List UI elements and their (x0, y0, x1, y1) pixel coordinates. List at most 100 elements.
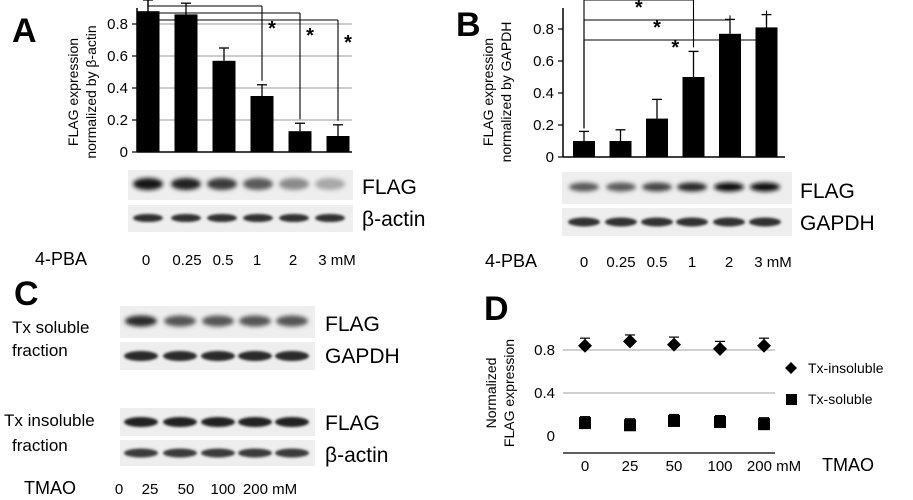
panel-c-lane-labels: 0 25 50 100 200 mM (115, 481, 297, 498)
blot-band (163, 448, 197, 458)
a-ytick-label: 0.4 (107, 80, 128, 97)
blot-band (171, 178, 201, 190)
a-bar (250, 96, 274, 152)
panel-c-blot-label-actin: β-actin (325, 444, 388, 467)
blot-band (125, 315, 157, 327)
b-ytick-label: 0 (546, 149, 554, 166)
panel-a-actin-bands (133, 214, 345, 222)
blot-band (238, 351, 272, 361)
panel-d-point-tx-insoluble (757, 338, 771, 353)
panel-c-blot-label-flag-top: FLAG (325, 313, 380, 336)
blot-band (275, 417, 309, 427)
panel-c-soluble-gapdh-bands (124, 351, 309, 361)
significance-star: * (306, 25, 314, 47)
blot-band (279, 214, 309, 222)
legend-label-tx-soluble: Tx-soluble (808, 391, 873, 407)
blot-band (124, 417, 158, 427)
blot-band (714, 182, 744, 192)
blot-band (201, 448, 235, 458)
panel-b-bars (573, 13, 778, 158)
significance-star: * (268, 18, 276, 40)
b-ytick-label: 0.2 (533, 117, 554, 134)
panel-d-points (578, 334, 771, 432)
panel-d-x-tick-label: 200 mM (747, 458, 801, 475)
panel-d-point-tx-insoluble (578, 338, 592, 353)
panel-c-soluble-label-line1: Tx soluble (12, 318, 89, 337)
panel-d-point-tx-soluble (668, 414, 680, 427)
b-ytick-label: 0.8 (533, 21, 554, 38)
panel-b-ylabel-line1: FLAG expression (480, 38, 496, 146)
panel-d-x-tick-labels: 0 25 50 100 200 mM (581, 458, 801, 475)
blot-band (201, 351, 235, 361)
b-bar (609, 141, 632, 157)
blot-band (568, 217, 600, 227)
panel-d-ylabel-line2: FLAG expression (501, 339, 517, 447)
panel-d-x-tick-label: 25 (622, 458, 639, 475)
panel-d-yticks: 0 0.4 0.8 (534, 342, 555, 445)
panel-a-blot-label-actin: β-actin (362, 208, 425, 231)
a-lane-label: 0 (142, 252, 150, 269)
panel-letter-c: C (14, 275, 39, 313)
panel-c-treatment-label: TMAO (24, 478, 76, 498)
a-lane-label: 0.5 (213, 252, 234, 269)
a-lane-label: 3 mM (318, 252, 356, 269)
a-bar (136, 11, 160, 153)
blot-band (133, 214, 163, 222)
legend-marker-tx-insoluble (785, 362, 797, 374)
blot-band (238, 448, 272, 458)
panel-b-flag-bands (569, 182, 780, 192)
b-bar (719, 33, 741, 157)
legend-marker-tx-soluble (786, 394, 797, 405)
blot-band (124, 448, 158, 458)
blot-band (163, 351, 197, 361)
significance-star: * (671, 37, 679, 59)
blot-band (243, 214, 273, 222)
blot-band (315, 178, 345, 190)
panel-a-ylabel-line1: FLAG expression (65, 38, 81, 146)
blot-band (605, 217, 637, 227)
blot-band (243, 178, 273, 190)
panel-c-insoluble-actin-bands (124, 448, 309, 458)
blot-band (713, 217, 745, 227)
a-bar (288, 131, 312, 152)
blot-band (275, 351, 309, 361)
blot-band (133, 178, 163, 190)
significance-star: * (344, 32, 352, 54)
panel-a-treatment-label: 4-PBA (35, 249, 87, 269)
b-bar (755, 27, 778, 158)
panel-c-soluble-flag-bands (125, 315, 308, 327)
b-bar (682, 77, 705, 157)
a-ytick-label: 0.2 (107, 112, 128, 129)
b-lane-label: 0.25 (606, 254, 635, 271)
b-ytick-label: 0.6 (533, 53, 554, 70)
b-bar (573, 141, 595, 157)
panel-a-yticks: 0 0.2 0.4 0.6 0.8 (107, 16, 137, 161)
panel-b-gapdh-bands (568, 217, 781, 227)
panel-b-treatment-label: 4-PBA (485, 251, 537, 271)
b-lane-label: 3 mM (754, 254, 792, 271)
panel-c-lane-label: 50 (178, 481, 195, 498)
panel-a-chart: FLAG expression normalized by β-actin 00… (35, 0, 425, 269)
panel-a-flag-bands (133, 178, 345, 190)
panel-c-blot-label-flag-bottom: FLAG (325, 412, 380, 435)
significance-star: * (635, 0, 643, 19)
a-lane-label: 2 (289, 252, 297, 269)
panel-c-insoluble-flag-bands (124, 417, 309, 427)
panel-d-ylabel-line1: Normalized (483, 358, 499, 429)
panel-letter-d: D (484, 290, 509, 328)
a-lane-label: 1 (253, 252, 261, 269)
blot-band (207, 178, 237, 190)
panel-c-blot-label-gapdh: GAPDH (325, 345, 400, 368)
a-bar (174, 14, 198, 153)
panel-d-x-tick-label: 50 (666, 458, 683, 475)
blot-band (124, 351, 158, 361)
b-lane-label: 0 (580, 254, 588, 271)
blot-band (315, 214, 345, 222)
panel-c-lane-label: 100 (210, 481, 235, 498)
blot-band (163, 417, 197, 427)
panel-a-gridlines (137, 23, 352, 121)
panel-b-ylabel-line2: normalized by GAPDH (498, 22, 514, 163)
blot-band (641, 217, 673, 227)
panel-b-chart: FLAG expression normalized by GAPDH 0 0.2… (480, 0, 875, 271)
